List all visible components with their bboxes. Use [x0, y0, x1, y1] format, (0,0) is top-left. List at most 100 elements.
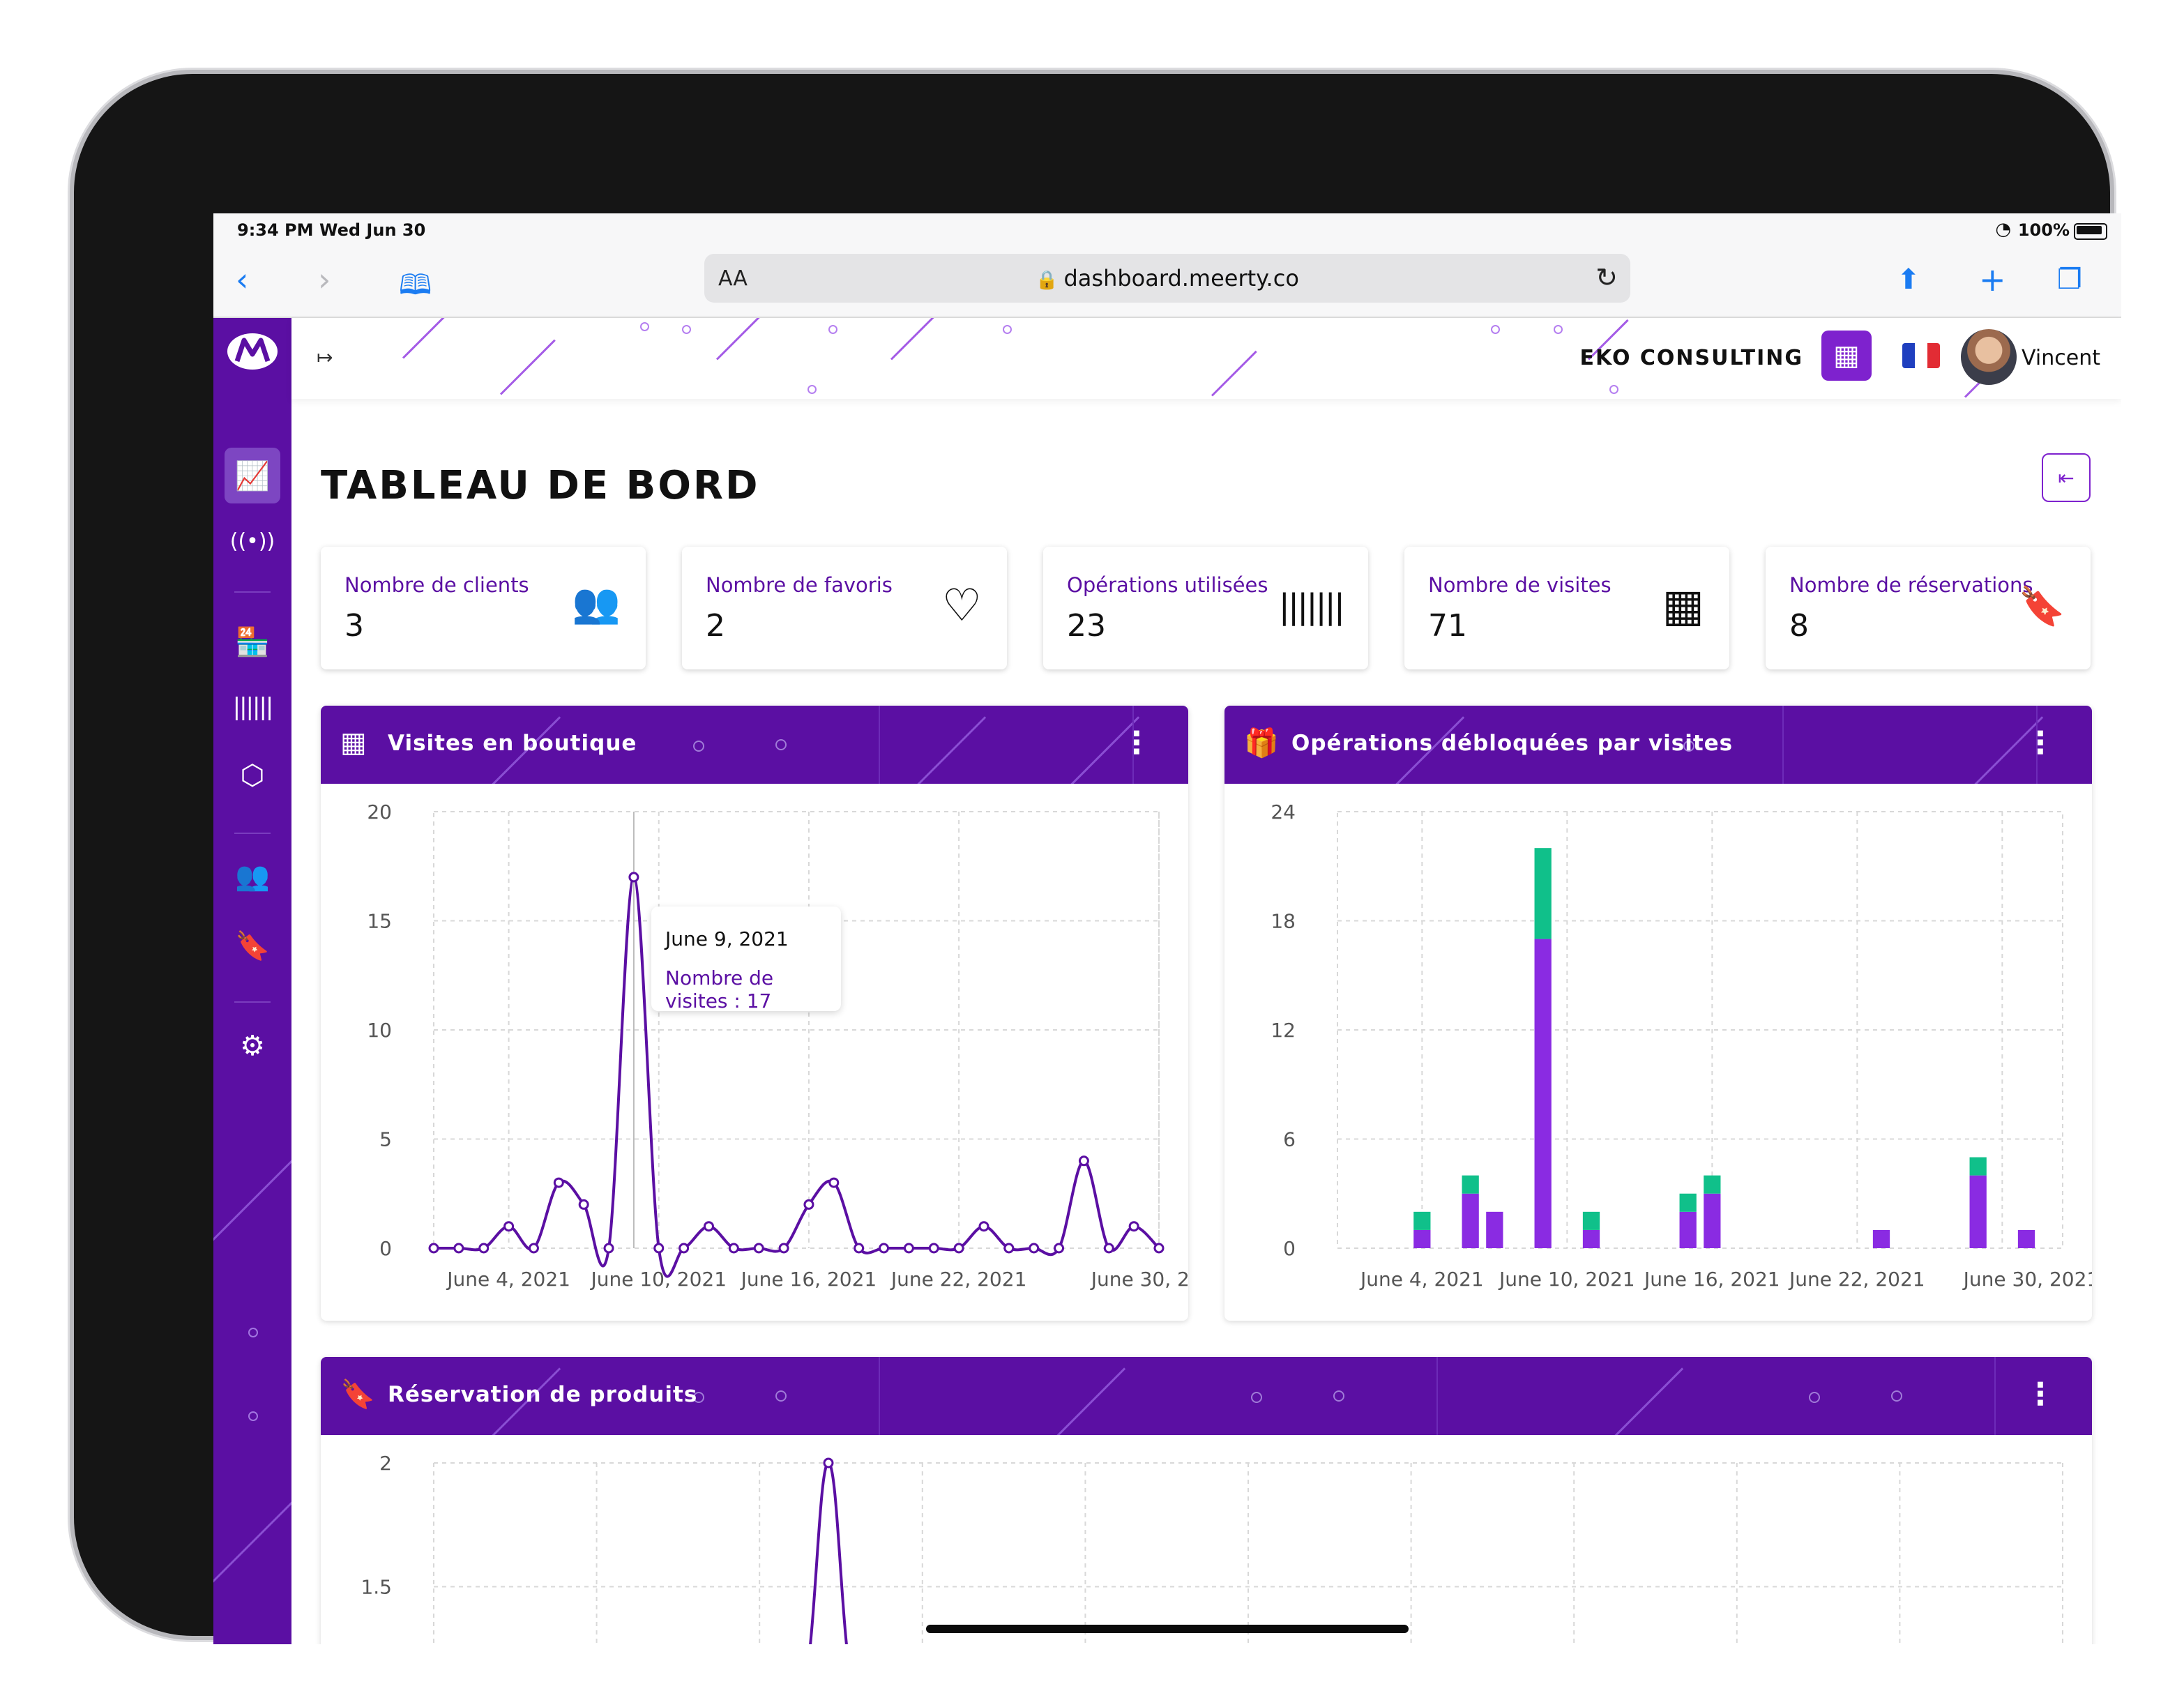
nav-live[interactable]: ((•)) [225, 513, 280, 569]
meerty-logo[interactable] [226, 331, 279, 372]
y-tick-label: 10 [367, 1019, 392, 1042]
users-icon: 👥 [572, 581, 621, 626]
tabs-icon[interactable]: ❐ [2057, 264, 2082, 296]
data-point [453, 1243, 464, 1254]
operations-bar-chart: 0 6 12 18 24 June 4, 2021 June 10, 2021 June 16… [1271, 801, 2092, 1291]
data-point [903, 1243, 914, 1254]
data-point [828, 1177, 840, 1188]
panel-header: 🎁 Opérations débloquées par visites ⋮ [1224, 706, 2092, 784]
back-icon[interactable]: ‹ [236, 261, 249, 298]
stat-value: 23 [1067, 608, 1106, 644]
decoration [807, 385, 817, 394]
data-point [703, 1221, 714, 1232]
data-point [823, 1457, 834, 1469]
y-tick-label: 2 [379, 1452, 392, 1475]
data-point [753, 1243, 764, 1254]
stat-card-visits: Nombre de visites 71 ▦ [1404, 547, 1729, 669]
battery-level: 100% [2017, 220, 2070, 240]
heart-icon: ♡ [941, 580, 982, 632]
nav-products[interactable]: ⬡ [225, 748, 280, 803]
reader-text-size-button[interactable]: AA [718, 266, 748, 291]
stat-label: Nombre de visites [1428, 573, 1612, 597]
decoration [640, 322, 649, 331]
y-tick-label: 0 [1283, 1237, 1296, 1260]
qr-code-icon: ▦ [1833, 340, 1860, 372]
data-point [854, 1243, 865, 1254]
bar-segment-secondary [1534, 848, 1552, 939]
panel-title: Opérations débloquées par visites [1291, 731, 1734, 756]
share-icon[interactable]: ⬆ [1897, 264, 1920, 296]
decoration [1251, 1392, 1262, 1403]
data-point [1029, 1243, 1040, 1254]
divider [234, 833, 271, 834]
decoration [1045, 1367, 1126, 1435]
data-point [528, 1243, 539, 1254]
bookmarks-icon[interactable]: 🕮 [399, 269, 432, 301]
stat-label: Nombre de favoris [706, 573, 893, 597]
status-date: Wed Jun 30 [319, 220, 426, 240]
avatar[interactable] [1961, 329, 2017, 385]
y-tick-label: 18 [1271, 910, 1296, 933]
nav-settings[interactable]: ⚙ [225, 1018, 280, 1074]
stat-value: 8 [1789, 608, 1809, 644]
store-icon: 🏪 [235, 625, 270, 658]
decoration [1436, 1357, 1438, 1435]
more-options-icon[interactable]: ⋮ [1121, 725, 1152, 761]
stat-label: Nombre de réservations [1789, 573, 2033, 597]
data-point [803, 1199, 814, 1210]
panel-title: Réservation de produits [388, 1382, 698, 1407]
decoration [1609, 385, 1618, 394]
new-tab-icon[interactable]: + [1979, 261, 2006, 298]
stat-card-reservations: Nombre de réservations 8 🔖 [1766, 547, 2091, 669]
url-field[interactable]: 🔒 dashboard.meerty.co [704, 265, 1630, 291]
nav-dashboard[interactable]: 📈 [225, 448, 280, 503]
collapse-left-icon: ⇤ [2058, 466, 2075, 490]
decoration [879, 1357, 880, 1435]
broadcast-icon: ((•)) [229, 529, 275, 554]
nav-operations[interactable]: |||||| [225, 679, 280, 735]
more-options-icon[interactable]: ⋮ [2025, 725, 2056, 761]
data-point [1078, 1155, 1089, 1167]
app-sidebar: 📈 ((•)) 🏪 |||||| ⬡ 👥 🔖 ⚙ [213, 318, 291, 1644]
address-bar[interactable]: AA 🔒 dashboard.meerty.co ↻ [704, 254, 1630, 303]
user-name[interactable]: Vincent [2022, 346, 2100, 370]
data-point [478, 1243, 490, 1254]
y-tick-label: 20 [367, 801, 392, 824]
data-point [879, 1243, 890, 1254]
x-tick-label: June 4, 2021 [446, 1268, 570, 1291]
toggle-panel-button[interactable]: ⇤ [2042, 453, 2091, 502]
expand-sidebar-icon[interactable]: ↦ [317, 346, 333, 369]
company-name: EKO CONSULTING [1579, 346, 1803, 370]
data-point [1054, 1243, 1065, 1254]
nav-clients[interactable]: 👥 [225, 848, 280, 904]
decoration [775, 739, 787, 750]
bar-segment-secondary [1462, 1175, 1479, 1194]
language-flag-fr[interactable] [1902, 343, 1940, 368]
data-point [653, 1243, 665, 1254]
forward-icon[interactable]: › [318, 261, 331, 298]
bar-segment-secondary [1582, 1211, 1600, 1230]
data-point [1128, 1221, 1139, 1232]
y-tick-label: 12 [1271, 1019, 1296, 1042]
nav-reservations[interactable]: 🔖 [225, 918, 280, 973]
bookmark-icon: 🔖 [235, 930, 270, 962]
nav-shop[interactable]: 🏪 [225, 614, 280, 669]
qr-code-button[interactable]: ▦ [1821, 331, 1872, 381]
box-icon: ⬡ [240, 759, 265, 791]
chart-tooltip: June 9, 2021 Nombre de visites : 17 [651, 906, 841, 1012]
decoration [1891, 1390, 1902, 1402]
reload-icon[interactable]: ↻ [1595, 262, 1618, 293]
stat-value: 71 [1428, 608, 1467, 644]
data-point [678, 1243, 690, 1254]
y-tick-label: 0 [379, 1237, 392, 1260]
x-tick-label: June 22, 2021 [1788, 1268, 1925, 1291]
chart-icon: 📈 [235, 460, 270, 492]
x-tick-label: June 10, 2021 [589, 1268, 727, 1291]
url-text: dashboard.meerty.co [1063, 265, 1299, 291]
bar-segment-primary [1872, 1229, 1890, 1248]
lock-icon: 🔒 [1036, 270, 1059, 291]
reservations-panel: 🔖 Réservation de produits ⋮ 1.5 2 [321, 1357, 2092, 1644]
more-options-icon[interactable]: ⋮ [2025, 1376, 2056, 1412]
bar-segment-primary [1582, 1229, 1600, 1248]
data-point [603, 1243, 614, 1254]
